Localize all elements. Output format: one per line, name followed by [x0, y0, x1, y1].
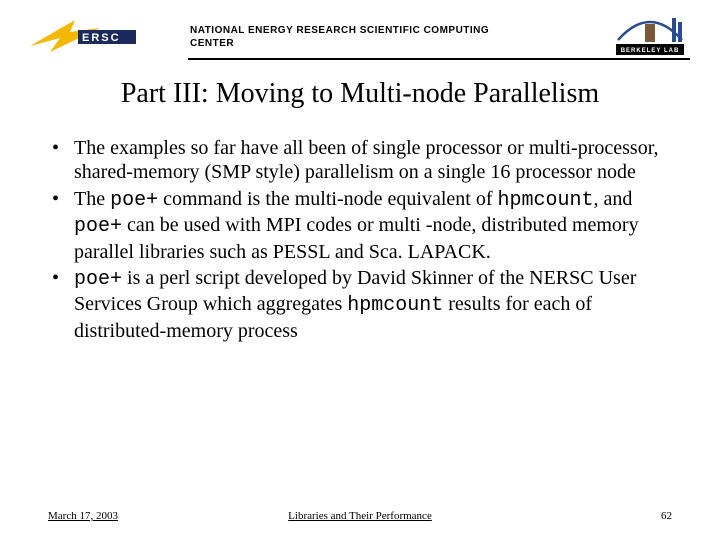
bullet-item: The poe+ command is the multi-node equiv… — [48, 187, 672, 264]
lightning-bolt-icon: ERSC — [30, 18, 140, 52]
code-text: poe+ — [74, 215, 122, 238]
lab-logo-text: BERKELEY LAB — [621, 48, 680, 54]
bullet-list: The examples so far have all been of sin… — [48, 136, 672, 343]
footer-title: Libraries and Their Performance — [288, 510, 432, 522]
header-divider — [188, 58, 690, 60]
body-text: The — [74, 188, 110, 210]
org-name: NATIONAL ENERGY RESEARCH SCIENTIFIC COMP… — [190, 24, 489, 50]
org-line2: CENTER — [190, 37, 489, 50]
code-text: hpmcount — [497, 189, 593, 212]
code-text: poe+ — [110, 189, 158, 212]
body-text: command is the multi-node equivalent of — [158, 188, 497, 210]
slide-footer: March 17, 2003 Libraries and Their Perfo… — [0, 510, 720, 522]
slide-title: Part III: Moving to Multi-node Paralleli… — [0, 78, 720, 110]
slide-header: ERSC NATIONAL ENERGY RESEARCH SCIENTIFIC… — [0, 0, 720, 58]
body-text: , and — [594, 188, 633, 210]
bullet-item: The examples so far have all been of sin… — [48, 136, 672, 185]
bullet-item: poe+ is a perl script developed by David… — [48, 266, 672, 343]
code-text: poe+ — [74, 268, 122, 291]
slide-content: The examples so far have all been of sin… — [0, 136, 720, 343]
org-line1: NATIONAL ENERGY RESEARCH SCIENTIFIC COMP… — [190, 24, 489, 37]
berkeley-lab-logo: BERKELEY LAB — [610, 10, 690, 58]
footer-page-number: 62 — [661, 510, 672, 522]
body-text: The examples so far have all been of sin… — [74, 137, 659, 183]
body-text: can be used with MPI codes or multi -nod… — [74, 214, 639, 262]
footer-date: March 17, 2003 — [48, 510, 118, 522]
nersc-logo: ERSC — [30, 18, 140, 52]
nersc-logo-text: ERSC — [82, 32, 121, 44]
code-text: hpmcount — [347, 294, 443, 317]
